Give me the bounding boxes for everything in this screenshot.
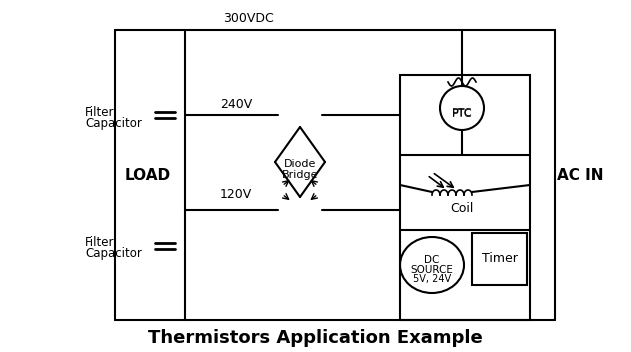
- Text: Bridge: Bridge: [282, 170, 318, 180]
- Text: Coil: Coil: [451, 201, 474, 214]
- Text: PTC: PTC: [452, 109, 473, 119]
- Text: LOAD: LOAD: [125, 168, 171, 182]
- Bar: [472, 233, 527, 285]
- Text: Filter: Filter: [85, 106, 114, 119]
- Text: SOURCE: SOURCE: [411, 265, 454, 275]
- Text: Filter: Filter: [85, 237, 114, 250]
- Text: Capacitor: Capacitor: [85, 247, 142, 260]
- Text: Capacitor: Capacitor: [85, 117, 142, 130]
- Text: 240V: 240V: [220, 99, 252, 112]
- Text: Diode: Diode: [284, 159, 316, 169]
- Text: Timer: Timer: [481, 252, 517, 265]
- Text: Thermistors Application Example: Thermistors Application Example: [148, 329, 482, 347]
- Text: 120V: 120V: [220, 189, 252, 201]
- Text: 5V, 24V: 5V, 24V: [413, 274, 451, 284]
- Text: 300VDC: 300VDC: [223, 12, 273, 25]
- Bar: [400, 75, 530, 320]
- Text: AC IN: AC IN: [557, 168, 603, 182]
- Text: PTC: PTC: [452, 108, 473, 118]
- Text: DC: DC: [424, 255, 440, 265]
